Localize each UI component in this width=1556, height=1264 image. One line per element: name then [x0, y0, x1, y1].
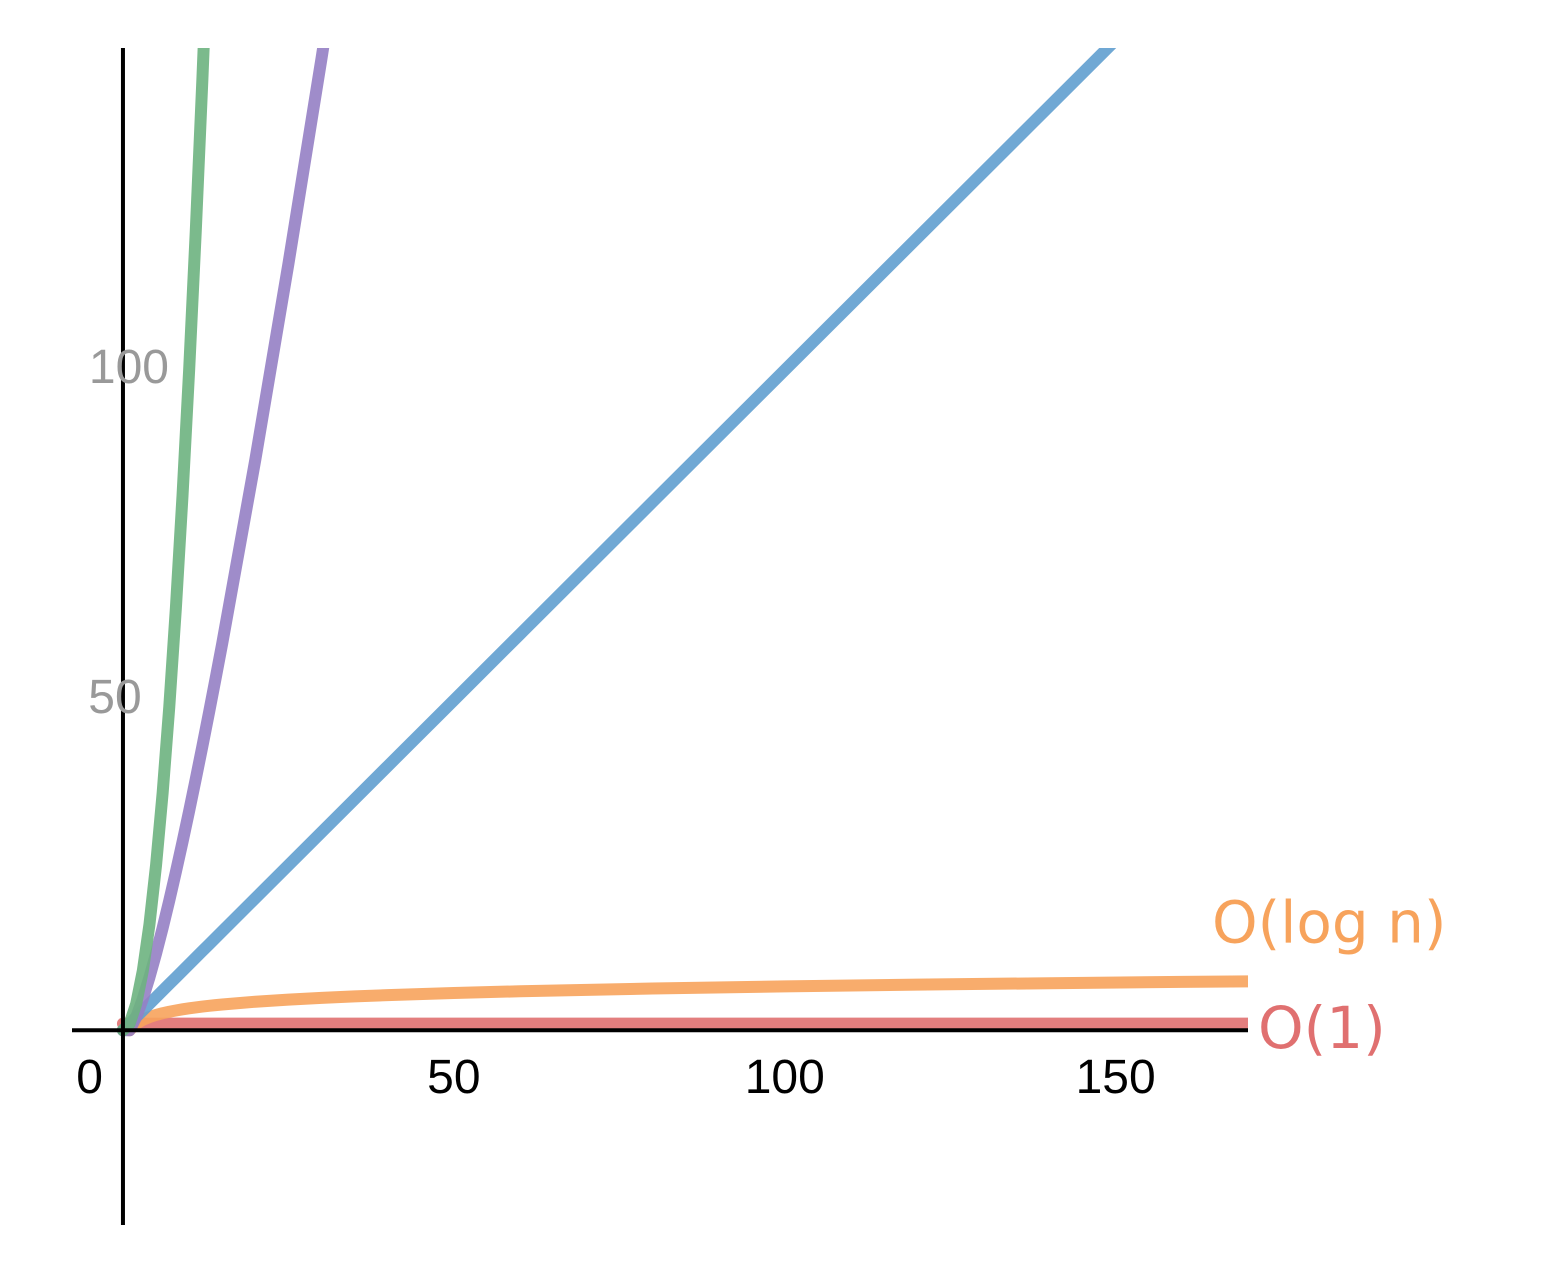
- series-label: O(1): [1258, 994, 1386, 1062]
- series-line: [116, 48, 330, 1037]
- plot-area: [116, 48, 1248, 1037]
- series-label: O(log n): [1212, 888, 1447, 956]
- series-line: [123, 975, 1248, 1037]
- x-tick-label: 100: [745, 1051, 825, 1104]
- x-tick-label: 150: [1076, 1051, 1156, 1104]
- x-tick-label: 50: [427, 1051, 480, 1104]
- x-tick-label: 0: [76, 1051, 103, 1104]
- y-tick-label: 100: [89, 341, 169, 394]
- y-tick-label: 50: [88, 671, 141, 724]
- series-line: [116, 48, 210, 1037]
- series-line: [116, 48, 1117, 1037]
